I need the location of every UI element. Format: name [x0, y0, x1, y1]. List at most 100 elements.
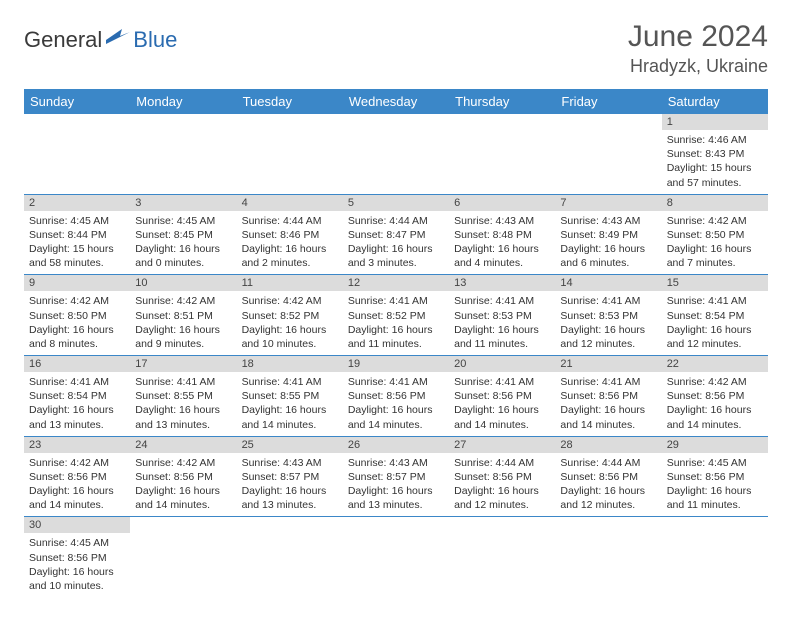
day-details: Sunrise: 4:41 AMSunset: 8:53 PMDaylight:…: [555, 291, 661, 355]
daylight-text: Daylight: 16 hours and 14 minutes.: [29, 484, 125, 512]
calendar-cell: [449, 517, 555, 597]
sunrise-text: Sunrise: 4:42 AM: [135, 456, 231, 470]
calendar-cell: [662, 517, 768, 597]
daylight-text: Daylight: 16 hours and 14 minutes.: [454, 403, 550, 431]
calendar-cell: 13Sunrise: 4:41 AMSunset: 8:53 PMDayligh…: [449, 275, 555, 356]
weekday-header: Monday: [130, 89, 236, 114]
day-number: 10: [130, 275, 236, 291]
location-label: Hradyzk, Ukraine: [628, 56, 768, 77]
sunrise-text: Sunrise: 4:42 AM: [242, 294, 338, 308]
calendar-cell: [130, 114, 236, 194]
sunrise-text: Sunrise: 4:41 AM: [560, 294, 656, 308]
calendar-cell: 28Sunrise: 4:44 AMSunset: 8:56 PMDayligh…: [555, 436, 661, 517]
brand-text-1: General: [24, 27, 102, 53]
calendar-cell: 8Sunrise: 4:42 AMSunset: 8:50 PMDaylight…: [662, 194, 768, 275]
sunset-text: Sunset: 8:45 PM: [135, 228, 231, 242]
day-number: 18: [237, 356, 343, 372]
day-number: 2: [24, 195, 130, 211]
weekday-header: Friday: [555, 89, 661, 114]
day-details: Sunrise: 4:44 AMSunset: 8:47 PMDaylight:…: [343, 211, 449, 275]
day-number: 3: [130, 195, 236, 211]
calendar-cell: [343, 517, 449, 597]
calendar-cell: [237, 517, 343, 597]
sunrise-text: Sunrise: 4:41 AM: [454, 294, 550, 308]
sunrise-text: Sunrise: 4:45 AM: [667, 456, 763, 470]
sunset-text: Sunset: 8:55 PM: [135, 389, 231, 403]
calendar-row: 1 Sunrise: 4:46 AMSunset: 8:43 PMDaylight…: [24, 114, 768, 194]
day-number: 1: [662, 114, 768, 130]
calendar-cell: 6Sunrise: 4:43 AMSunset: 8:48 PMDaylight…: [449, 194, 555, 275]
month-title: June 2024: [628, 20, 768, 54]
day-details: Sunrise: 4:41 AMSunset: 8:55 PMDaylight:…: [130, 372, 236, 436]
day-number: 16: [24, 356, 130, 372]
daylight-text: Daylight: 16 hours and 11 minutes.: [667, 484, 763, 512]
sunset-text: Sunset: 8:54 PM: [667, 309, 763, 323]
sunrise-text: Sunrise: 4:41 AM: [667, 294, 763, 308]
daylight-text: Daylight: 16 hours and 0 minutes.: [135, 242, 231, 270]
day-number: 29: [662, 437, 768, 453]
sunset-text: Sunset: 8:56 PM: [560, 470, 656, 484]
daylight-text: Daylight: 16 hours and 14 minutes.: [242, 403, 338, 431]
day-details: Sunrise: 4:43 AMSunset: 8:48 PMDaylight:…: [449, 211, 555, 275]
sunrise-text: Sunrise: 4:41 AM: [348, 375, 444, 389]
sunrise-text: Sunrise: 4:43 AM: [454, 214, 550, 228]
calendar-cell: 10Sunrise: 4:42 AMSunset: 8:51 PMDayligh…: [130, 275, 236, 356]
day-details: Sunrise: 4:42 AMSunset: 8:50 PMDaylight:…: [662, 211, 768, 275]
calendar-cell: 4Sunrise: 4:44 AMSunset: 8:46 PMDaylight…: [237, 194, 343, 275]
page-header: General Blue June 2024 Hradyzk, Ukraine: [24, 20, 768, 77]
calendar-cell: 23Sunrise: 4:42 AMSunset: 8:56 PMDayligh…: [24, 436, 130, 517]
calendar-cell: 20Sunrise: 4:41 AMSunset: 8:56 PMDayligh…: [449, 356, 555, 437]
weekday-header: Sunday: [24, 89, 130, 114]
calendar-cell: 5Sunrise: 4:44 AMSunset: 8:47 PMDaylight…: [343, 194, 449, 275]
sunset-text: Sunset: 8:44 PM: [29, 228, 125, 242]
sunrise-text: Sunrise: 4:44 AM: [242, 214, 338, 228]
sunrise-text: Sunrise: 4:41 AM: [242, 375, 338, 389]
sunset-text: Sunset: 8:47 PM: [348, 228, 444, 242]
sunset-text: Sunset: 8:56 PM: [454, 470, 550, 484]
calendar-cell: 30Sunrise: 4:45 AMSunset: 8:56 PMDayligh…: [24, 517, 130, 597]
day-number: 17: [130, 356, 236, 372]
sunset-text: Sunset: 8:52 PM: [242, 309, 338, 323]
daylight-text: Daylight: 15 hours and 57 minutes.: [667, 161, 763, 189]
weekday-header: Wednesday: [343, 89, 449, 114]
daylight-text: Daylight: 15 hours and 58 minutes.: [29, 242, 125, 270]
daylight-text: Daylight: 16 hours and 13 minutes.: [242, 484, 338, 512]
calendar-row: 30Sunrise: 4:45 AMSunset: 8:56 PMDayligh…: [24, 517, 768, 597]
calendar-cell: 2 Sunrise: 4:45 AMSunset: 8:44 PMDaylight…: [24, 194, 130, 275]
weekday-header: Saturday: [662, 89, 768, 114]
sunrise-text: Sunrise: 4:43 AM: [242, 456, 338, 470]
day-details: Sunrise: 4:45 AMSunset: 8:56 PMDaylight:…: [662, 453, 768, 517]
daylight-text: Daylight: 16 hours and 14 minutes.: [667, 403, 763, 431]
calendar-cell: 11Sunrise: 4:42 AMSunset: 8:52 PMDayligh…: [237, 275, 343, 356]
day-number: 25: [237, 437, 343, 453]
calendar-row: 16Sunrise: 4:41 AMSunset: 8:54 PMDayligh…: [24, 356, 768, 437]
title-block: June 2024 Hradyzk, Ukraine: [628, 20, 768, 77]
calendar-cell: 24Sunrise: 4:42 AMSunset: 8:56 PMDayligh…: [130, 436, 236, 517]
sunset-text: Sunset: 8:46 PM: [242, 228, 338, 242]
sunrise-text: Sunrise: 4:46 AM: [667, 133, 763, 147]
day-details: Sunrise: 4:41 AMSunset: 8:52 PMDaylight:…: [343, 291, 449, 355]
sunset-text: Sunset: 8:43 PM: [667, 147, 763, 161]
day-number: 7: [555, 195, 661, 211]
day-details: Sunrise: 4:42 AMSunset: 8:56 PMDaylight:…: [24, 453, 130, 517]
sunrise-text: Sunrise: 4:44 AM: [348, 214, 444, 228]
calendar-cell: [449, 114, 555, 194]
daylight-text: Daylight: 16 hours and 7 minutes.: [667, 242, 763, 270]
daylight-text: Daylight: 16 hours and 4 minutes.: [454, 242, 550, 270]
sunset-text: Sunset: 8:56 PM: [560, 389, 656, 403]
daylight-text: Daylight: 16 hours and 3 minutes.: [348, 242, 444, 270]
calendar-cell: 3Sunrise: 4:45 AMSunset: 8:45 PMDaylight…: [130, 194, 236, 275]
sunrise-text: Sunrise: 4:41 AM: [135, 375, 231, 389]
calendar-row: 2Sunrise: 4:45 AMSunset: 8:44 PMDaylight…: [24, 194, 768, 275]
day-details: Sunrise: 4:45 AMSunset: 8:45 PMDaylight:…: [130, 211, 236, 275]
daylight-text: Daylight: 16 hours and 13 minutes.: [135, 403, 231, 431]
sunrise-text: Sunrise: 4:42 AM: [29, 294, 125, 308]
daylight-text: Daylight: 16 hours and 11 minutes.: [454, 323, 550, 351]
sunrise-text: Sunrise: 4:42 AM: [135, 294, 231, 308]
sunset-text: Sunset: 8:56 PM: [29, 551, 125, 565]
day-number: 5: [343, 195, 449, 211]
day-number: 20: [449, 356, 555, 372]
sunrise-text: Sunrise: 4:45 AM: [29, 214, 125, 228]
calendar-cell: 15Sunrise: 4:41 AMSunset: 8:54 PMDayligh…: [662, 275, 768, 356]
sunset-text: Sunset: 8:56 PM: [454, 389, 550, 403]
